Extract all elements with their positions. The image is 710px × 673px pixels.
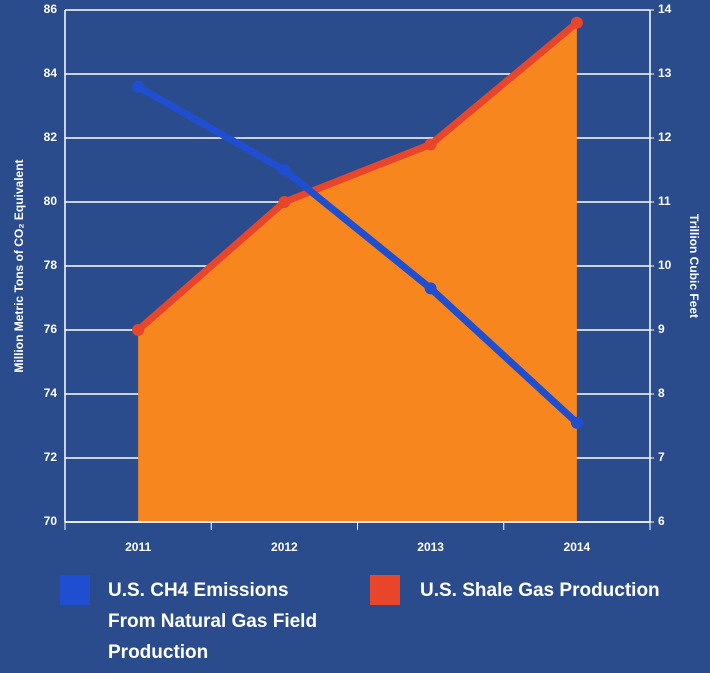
legend-swatch xyxy=(60,575,90,605)
y2-tick-label: 6 xyxy=(658,514,665,528)
y2-tick-label: 10 xyxy=(658,258,672,272)
y-tick-label: 72 xyxy=(44,450,58,464)
x-tick-label: 2011 xyxy=(125,540,151,554)
y2-tick-label: 12 xyxy=(658,130,672,144)
y-tick-label: 70 xyxy=(44,514,58,528)
x-tick-label: 2014 xyxy=(564,540,591,554)
y2-axis-label: Trillion Cubic Feet xyxy=(687,214,701,318)
line xyxy=(136,83,580,426)
point xyxy=(570,16,583,29)
x-tick-label: 2012 xyxy=(271,540,298,554)
y2-tick-label: 7 xyxy=(658,450,665,464)
y-tick-label: 84 xyxy=(44,66,58,80)
area xyxy=(138,22,577,523)
point xyxy=(132,324,145,336)
legend-label: U.S. CH4 Emissions From Natural Gas Fiel… xyxy=(108,580,318,663)
y2-tick-label: 14 xyxy=(658,2,672,16)
y-tick-label: 86 xyxy=(44,2,58,16)
legend-swatch xyxy=(370,575,400,605)
point xyxy=(132,80,145,93)
y-tick-label: 80 xyxy=(44,194,58,208)
legend-label: U.S. Shale Gas Production xyxy=(420,580,660,601)
y2-tick-label: 9 xyxy=(658,322,665,336)
y2-tick-label: 8 xyxy=(658,386,665,400)
y-tick-label: 82 xyxy=(44,130,58,144)
point xyxy=(424,138,437,151)
y-axis-label: Million Metric Tons of CO₂ Equivalent xyxy=(12,159,26,372)
point xyxy=(278,164,291,176)
y-tick-label: 74 xyxy=(44,386,58,400)
x-tick-label: 2013 xyxy=(417,540,444,554)
y-tick-label: 76 xyxy=(44,322,58,336)
line xyxy=(135,20,580,333)
point xyxy=(424,282,437,295)
y2-tick-label: 11 xyxy=(658,194,671,208)
y2-tick-label: 13 xyxy=(658,66,672,80)
point xyxy=(570,416,583,429)
point xyxy=(278,196,291,208)
y-tick-label: 78 xyxy=(44,258,58,272)
